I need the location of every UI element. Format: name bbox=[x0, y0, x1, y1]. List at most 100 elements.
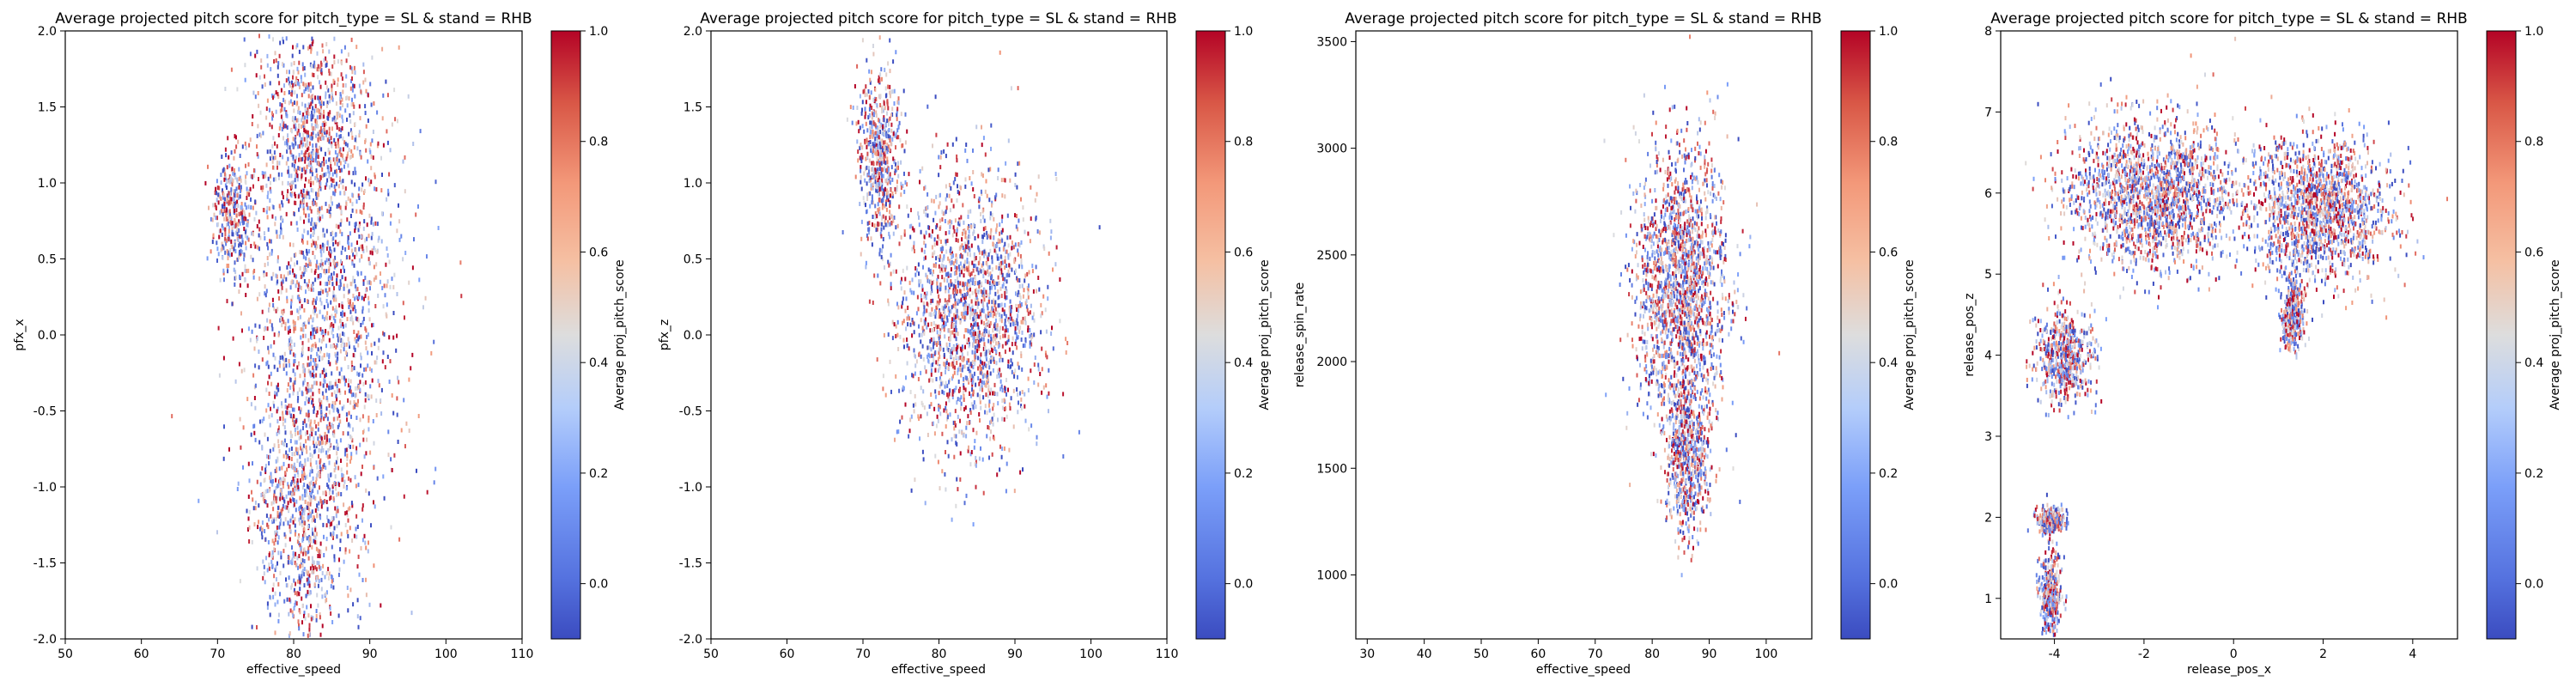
panel-2-cell bbox=[975, 297, 977, 302]
panel-1-cell bbox=[290, 344, 293, 350]
panel-1-cell bbox=[356, 614, 359, 619]
panel-1-cell bbox=[336, 407, 338, 412]
panel-1-cell bbox=[369, 250, 372, 255]
panel-1-cell bbox=[234, 175, 237, 180]
panel-1-cell bbox=[368, 540, 369, 545]
panel-1-cell bbox=[288, 490, 290, 495]
panel-1-cell bbox=[225, 212, 228, 217]
panel-1-cell bbox=[279, 477, 282, 482]
panel-1-cell bbox=[316, 67, 319, 72]
panel-2-cell bbox=[962, 301, 964, 307]
panel-1-cell bbox=[343, 45, 346, 50]
panel-1-cell bbox=[308, 141, 311, 146]
panel-1-cell bbox=[270, 406, 271, 411]
panel-1-cell bbox=[317, 149, 319, 154]
panel-1-cell bbox=[334, 465, 337, 471]
panel-1-cell bbox=[281, 404, 283, 409]
panel-2-cell bbox=[969, 294, 971, 299]
panel-1-cell bbox=[310, 46, 313, 52]
panel-1-cell bbox=[248, 192, 251, 198]
panel-1-cell bbox=[257, 124, 259, 129]
panel-1-cell bbox=[346, 457, 349, 461]
panel-1-cell bbox=[350, 242, 353, 247]
panel-2-cell bbox=[975, 455, 977, 460]
panel-1-cell bbox=[354, 386, 356, 391]
panel-1-cell bbox=[348, 289, 350, 294]
panel-1-cell bbox=[216, 246, 219, 252]
panel-1-cell bbox=[317, 575, 319, 580]
panel-1-cell bbox=[337, 351, 339, 356]
panel-1-cell bbox=[342, 310, 343, 315]
panel-1-cell bbox=[312, 403, 314, 408]
panel-1-cell bbox=[424, 295, 427, 301]
panel-1-cell bbox=[241, 212, 243, 217]
panel-1-cell bbox=[320, 587, 323, 592]
panel-1-cell bbox=[301, 495, 304, 501]
panel-1-cell bbox=[292, 144, 295, 149]
panel-2-cell bbox=[1008, 306, 1011, 310]
panel-1-cell bbox=[266, 454, 268, 459]
panel-1-cell bbox=[270, 475, 272, 480]
panel-1-cell bbox=[307, 142, 308, 147]
panel-2-cell bbox=[935, 256, 938, 261]
panel-1-cell bbox=[247, 162, 250, 167]
panel-1-cell bbox=[218, 185, 221, 191]
panel-1-cell bbox=[389, 148, 392, 153]
panel-1-cell bbox=[272, 352, 275, 357]
panel-2-cell bbox=[921, 283, 924, 289]
panel-1-cell bbox=[296, 308, 299, 313]
panel-1-cell bbox=[366, 334, 368, 339]
panel-2-cell bbox=[1036, 435, 1038, 440]
panel-2-cell bbox=[951, 517, 953, 522]
panel-1-cell bbox=[317, 507, 319, 512]
panel-1-cell bbox=[238, 167, 240, 172]
panel-2-cell bbox=[943, 408, 945, 413]
panel-2-cell bbox=[939, 334, 941, 339]
panel-2-cell bbox=[1005, 295, 1008, 300]
panel-1-cell bbox=[290, 413, 293, 418]
panel-2-cell bbox=[992, 368, 994, 373]
panel-1-cell bbox=[328, 266, 331, 271]
panel-2-cell bbox=[941, 380, 944, 386]
panel-1-cell bbox=[306, 449, 308, 454]
panel-1-cell bbox=[400, 234, 403, 239]
panel-1-cell bbox=[319, 132, 321, 137]
panel-1-cell bbox=[393, 453, 396, 458]
panel-2-cell bbox=[899, 419, 902, 424]
panel-1-cell bbox=[367, 159, 369, 164]
panel-1-cell bbox=[283, 141, 286, 146]
panel-2-cell bbox=[1030, 303, 1032, 308]
panel-1-cell bbox=[258, 132, 261, 137]
panel-1-cell bbox=[325, 104, 328, 108]
panel-1-cell bbox=[335, 459, 337, 465]
panel-1-cell bbox=[284, 398, 287, 404]
panel-1-cell bbox=[225, 153, 228, 158]
panel-2-cell bbox=[989, 339, 992, 344]
panel-1-cell bbox=[321, 242, 324, 247]
panel-1-cell bbox=[350, 102, 353, 107]
panel-1-cell bbox=[381, 173, 383, 177]
panel-1-cell bbox=[346, 462, 349, 467]
panel-2-cell bbox=[948, 298, 951, 303]
panel-1-cell bbox=[266, 318, 269, 323]
panel-2-cell bbox=[948, 380, 950, 385]
panel-2-cell bbox=[992, 338, 994, 344]
panel-1-cell bbox=[302, 254, 305, 259]
panel-2-cell bbox=[1017, 86, 1019, 91]
panel-1-cell bbox=[312, 392, 314, 397]
panel-1-cell bbox=[347, 151, 349, 156]
panel-2-cell bbox=[906, 361, 908, 366]
panel-1-cell bbox=[374, 360, 376, 365]
panel-1-cell bbox=[319, 498, 322, 503]
panel-1-cell bbox=[315, 202, 318, 207]
panel-1-cell bbox=[272, 594, 275, 599]
panel-1-cell bbox=[345, 350, 348, 356]
panel-2-cell bbox=[939, 258, 941, 262]
panel-1-cell bbox=[311, 243, 313, 248]
panel-1-cell bbox=[246, 283, 249, 289]
panel-1-cell bbox=[339, 538, 342, 544]
panel-1-cell bbox=[334, 169, 337, 174]
panel-1-cell bbox=[283, 351, 286, 356]
panel-1-cell bbox=[311, 569, 313, 575]
panel-1-cell bbox=[369, 286, 371, 291]
